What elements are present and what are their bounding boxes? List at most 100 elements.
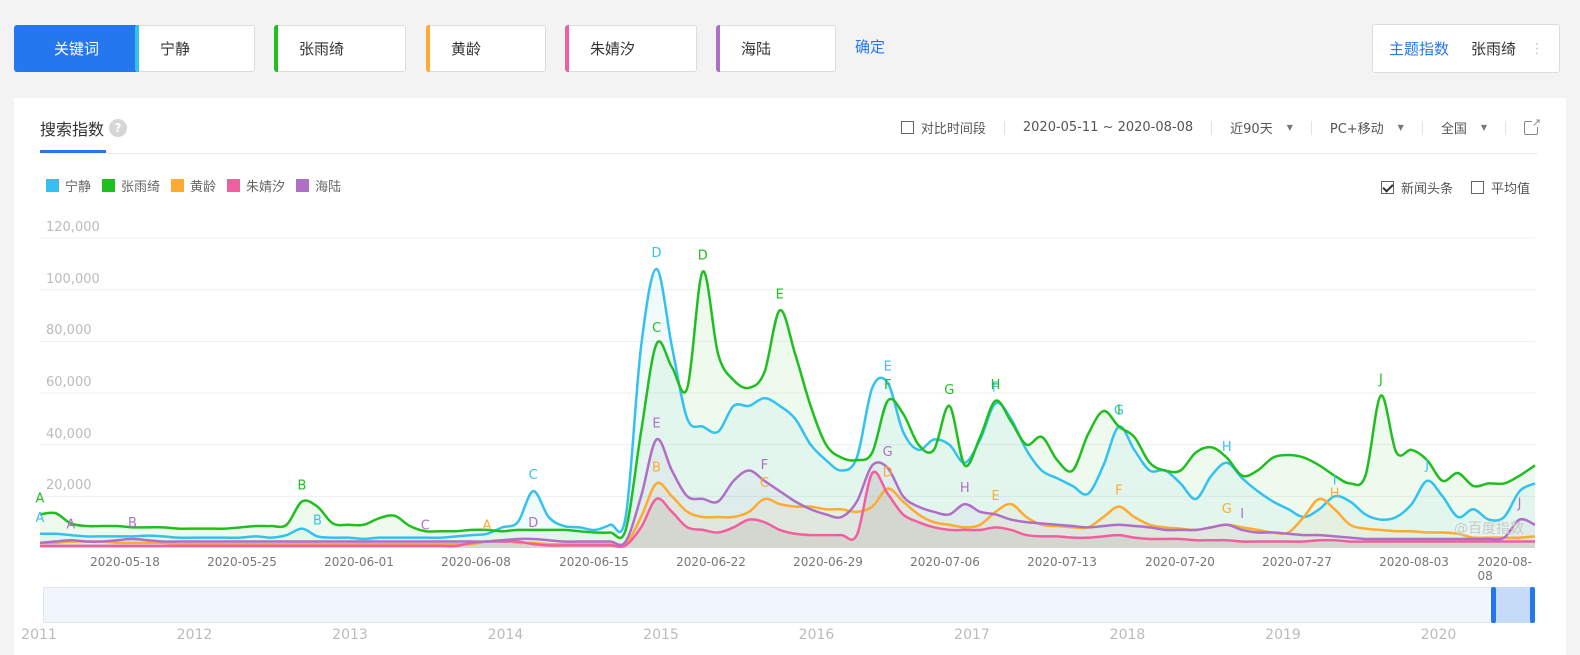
news-annotation-marker[interactable]: E [884, 360, 892, 375]
news-annotation-marker[interactable]: D [883, 466, 893, 481]
external-link-icon[interactable] [1524, 116, 1541, 135]
news-annotation-marker[interactable]: D [528, 516, 538, 531]
news-annotation-marker[interactable]: D [698, 249, 708, 264]
navigator-year-label: 2017 [954, 627, 990, 643]
series-line[interactable] [39, 437, 1536, 547]
navigator-year-label: 2015 [643, 627, 679, 643]
compare-period-label[interactable]: 对比时间段 [920, 122, 986, 137]
legend-swatch [227, 179, 241, 192]
navigator-handle-right[interactable] [1530, 587, 1535, 623]
caret-down-icon[interactable]: ▼ [1397, 123, 1404, 132]
legend-item[interactable]: 宁静 [46, 176, 91, 195]
caret-down-icon[interactable]: ▼ [1286, 123, 1293, 132]
news-annotation-marker[interactable]: J [1517, 497, 1522, 512]
news-annotation-marker[interactable]: H [1330, 486, 1340, 501]
help-icon[interactable]: ? [109, 119, 128, 137]
series-line[interactable] [39, 270, 1536, 540]
legend-item[interactable]: 海陆 [296, 176, 341, 195]
news-annotation-marker[interactable]: A [36, 511, 45, 526]
news-annotation-marker[interactable]: H [991, 378, 1001, 393]
keyword-input-5[interactable]: 海陆 [716, 25, 836, 72]
news-annotation-marker[interactable]: F [761, 458, 768, 473]
news-annotation-marker[interactable]: E [776, 287, 784, 302]
news-headline-option[interactable]: 新闻头条 [1380, 178, 1453, 197]
region-select[interactable]: 全国 [1440, 122, 1467, 137]
divider [1211, 120, 1213, 135]
confirm-link[interactable]: 确定 [855, 38, 886, 56]
news-annotation-marker[interactable]: J [1424, 458, 1429, 473]
news-headline-checkbox[interactable] [1380, 181, 1394, 194]
theme-keyword[interactable]: 张雨绮 [1471, 40, 1517, 58]
divider [1505, 120, 1506, 135]
search-index-card: 搜索指数 ? 对比时间段 2020-05-11 ~ 2020-08-08 近90… [14, 98, 1566, 655]
series-area [40, 482, 1535, 548]
news-annotation-marker[interactable]: I [1333, 473, 1337, 488]
divider [1421, 120, 1423, 135]
news-annotation-marker[interactable]: B [652, 460, 661, 475]
average-checkbox[interactable] [1470, 181, 1484, 194]
more-vertical-icon[interactable]: ⋮ [1530, 40, 1545, 57]
legend-item[interactable]: 黄龄 [171, 176, 216, 195]
scrollbar-track[interactable] [1566, 98, 1580, 655]
navigator-handle-left[interactable] [1491, 587, 1496, 623]
series-line[interactable] [40, 470, 1535, 548]
news-annotation-marker[interactable]: A [483, 519, 492, 534]
theme-index-link[interactable]: 主题指数 [1389, 40, 1450, 58]
news-annotation-marker[interactable]: E [652, 417, 660, 432]
news-annotation-marker[interactable]: I [1240, 507, 1244, 522]
news-annotation-marker[interactable]: F [1115, 484, 1122, 499]
news-annotation-marker[interactable]: C [760, 476, 769, 491]
navigator-year-label: 2013 [332, 627, 368, 643]
watermark: @百度指数 [1454, 521, 1524, 537]
news-annotation-marker[interactable]: B [313, 513, 322, 528]
x-tick-label: 2020-06-29 [793, 555, 863, 569]
average-option[interactable]: 平均值 [1470, 178, 1530, 197]
keyword-input-1[interactable]: 宁静 [135, 25, 255, 72]
period-select[interactable]: 近90天 [1230, 122, 1273, 137]
keyword-input-4[interactable]: 朱婧汐 [565, 25, 697, 72]
news-annotation-marker[interactable]: D [651, 246, 661, 261]
y-tick-label: 40,000 [46, 426, 92, 442]
x-tick-label: 2020-07-13 [1027, 555, 1097, 569]
keyword-label: 张雨绮 [299, 40, 345, 58]
series-area [40, 271, 1535, 548]
series-area [40, 269, 1535, 548]
news-annotation-marker[interactable]: G [1222, 502, 1232, 517]
news-annotation-marker[interactable]: I [1117, 404, 1121, 419]
navigator-selection[interactable] [1494, 587, 1534, 623]
news-annotation-marker[interactable]: E [991, 489, 999, 504]
news-annotation-marker[interactable]: C [652, 321, 661, 336]
news-annotation-marker[interactable]: A [36, 491, 45, 506]
keyword-input-3[interactable]: 黄龄 [426, 25, 546, 72]
news-annotation-marker[interactable]: C [529, 468, 538, 483]
news-annotation-marker[interactable]: H [1222, 440, 1232, 455]
news-annotation-marker[interactable]: J [1378, 373, 1383, 388]
news-annotation-marker[interactable]: B [298, 479, 307, 494]
legend-item[interactable]: 张雨绮 [102, 176, 160, 195]
x-tick-label: 2020-05-18 [90, 555, 160, 569]
news-annotation-marker[interactable]: F [992, 380, 999, 395]
series-line[interactable] [39, 267, 1536, 541]
keyword-input-2[interactable]: 张雨绮 [274, 25, 406, 72]
tab-search-index[interactable]: 搜索指数 ? [40, 116, 128, 140]
compare-period-checkbox[interactable] [900, 121, 914, 134]
news-annotation-marker[interactable]: A [66, 517, 75, 532]
device-select[interactable]: PC+移动 [1329, 122, 1384, 137]
date-range-picker[interactable]: 2020-05-11 ~ 2020-08-08 [1022, 120, 1194, 135]
navigator-year-label: 2018 [1109, 627, 1146, 643]
time-navigator[interactable] [43, 587, 1534, 623]
caret-down-icon[interactable]: ▼ [1480, 123, 1487, 132]
news-annotation-marker[interactable]: F [884, 378, 891, 393]
x-tick-label: 2020-06-01 [324, 555, 394, 569]
navigator-year-label: 2011 [21, 627, 57, 643]
news-annotation-marker[interactable]: B [128, 516, 137, 531]
keyword-button[interactable]: 关键词 [14, 25, 139, 72]
legend-item[interactable]: 朱婧汐 [227, 176, 285, 195]
legend-label: 张雨绮 [121, 180, 161, 195]
news-annotation-marker[interactable]: C [421, 519, 430, 534]
news-annotation-marker[interactable]: H [960, 481, 970, 496]
news-annotation-marker[interactable]: G [944, 383, 954, 398]
news-annotation-marker[interactable]: G [1114, 404, 1124, 419]
news-annotation-marker[interactable]: G [883, 445, 893, 460]
